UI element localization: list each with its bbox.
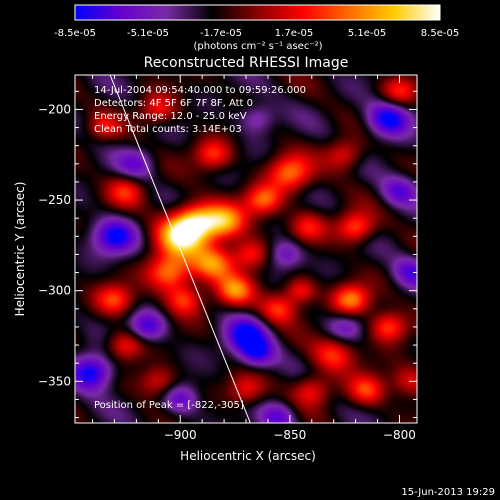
clean-counts-label: Clean Total counts: 3.14E+03 (94, 124, 242, 135)
y-tick-label: −250 (38, 193, 71, 207)
heatmap-raster (75, 75, 417, 423)
y-tick-label: −350 (38, 374, 71, 388)
peak-position-label: Position of Peak = [-822,-305] (94, 400, 244, 411)
x-tick-label: −900 (164, 428, 197, 442)
time-range-label: 14-Jul-2004 09:54:40.000 to 09:59:26.000 (94, 85, 306, 96)
colorbar-tick-label: -5.1e-05 (127, 28, 169, 39)
x-axis-label: Heliocentric X (arcsec) (180, 449, 316, 463)
colorbar-tick-label: -8.5e-05 (54, 28, 96, 39)
footer-date: 15-Jun-2013 19:29 (401, 487, 495, 498)
detectors-label: Detectors: 4F 5F 6F 7F 8F, Att 0 (94, 98, 253, 109)
y-tick-label: −200 (38, 102, 71, 116)
x-tick-label: −850 (273, 428, 306, 442)
colorbar-tick-label: 5.1e-05 (348, 28, 386, 39)
colorbar-tick-label: -1.7e-05 (200, 28, 242, 39)
axis-ticks: −900 −850 −800 −350 −300 −250 −200 (38, 75, 417, 442)
colorbar-ticks: -8.5e-05 -5.1e-05 -1.7e-05 1.7e-05 5.1e-05 8.… (54, 28, 459, 39)
colorbar-tick-label: 8.5e-05 (421, 28, 459, 39)
energy-range-label: Energy Range: 12.0 - 25.0 keV (94, 111, 247, 122)
colorbar-unit-label: (photons cm⁻² s⁻¹ asec⁻²) (193, 41, 322, 52)
colorbar-tick-label: 1.7e-05 (275, 28, 313, 39)
chart-title: Reconstructed RHESSI Image (144, 55, 349, 71)
limb-line (109, 75, 251, 423)
y-tick-label: −300 (38, 284, 71, 298)
x-tick-label: −800 (383, 428, 416, 442)
colorbar (74, 4, 441, 21)
y-axis-label: Heliocentric Y (arcsec) (13, 182, 27, 317)
